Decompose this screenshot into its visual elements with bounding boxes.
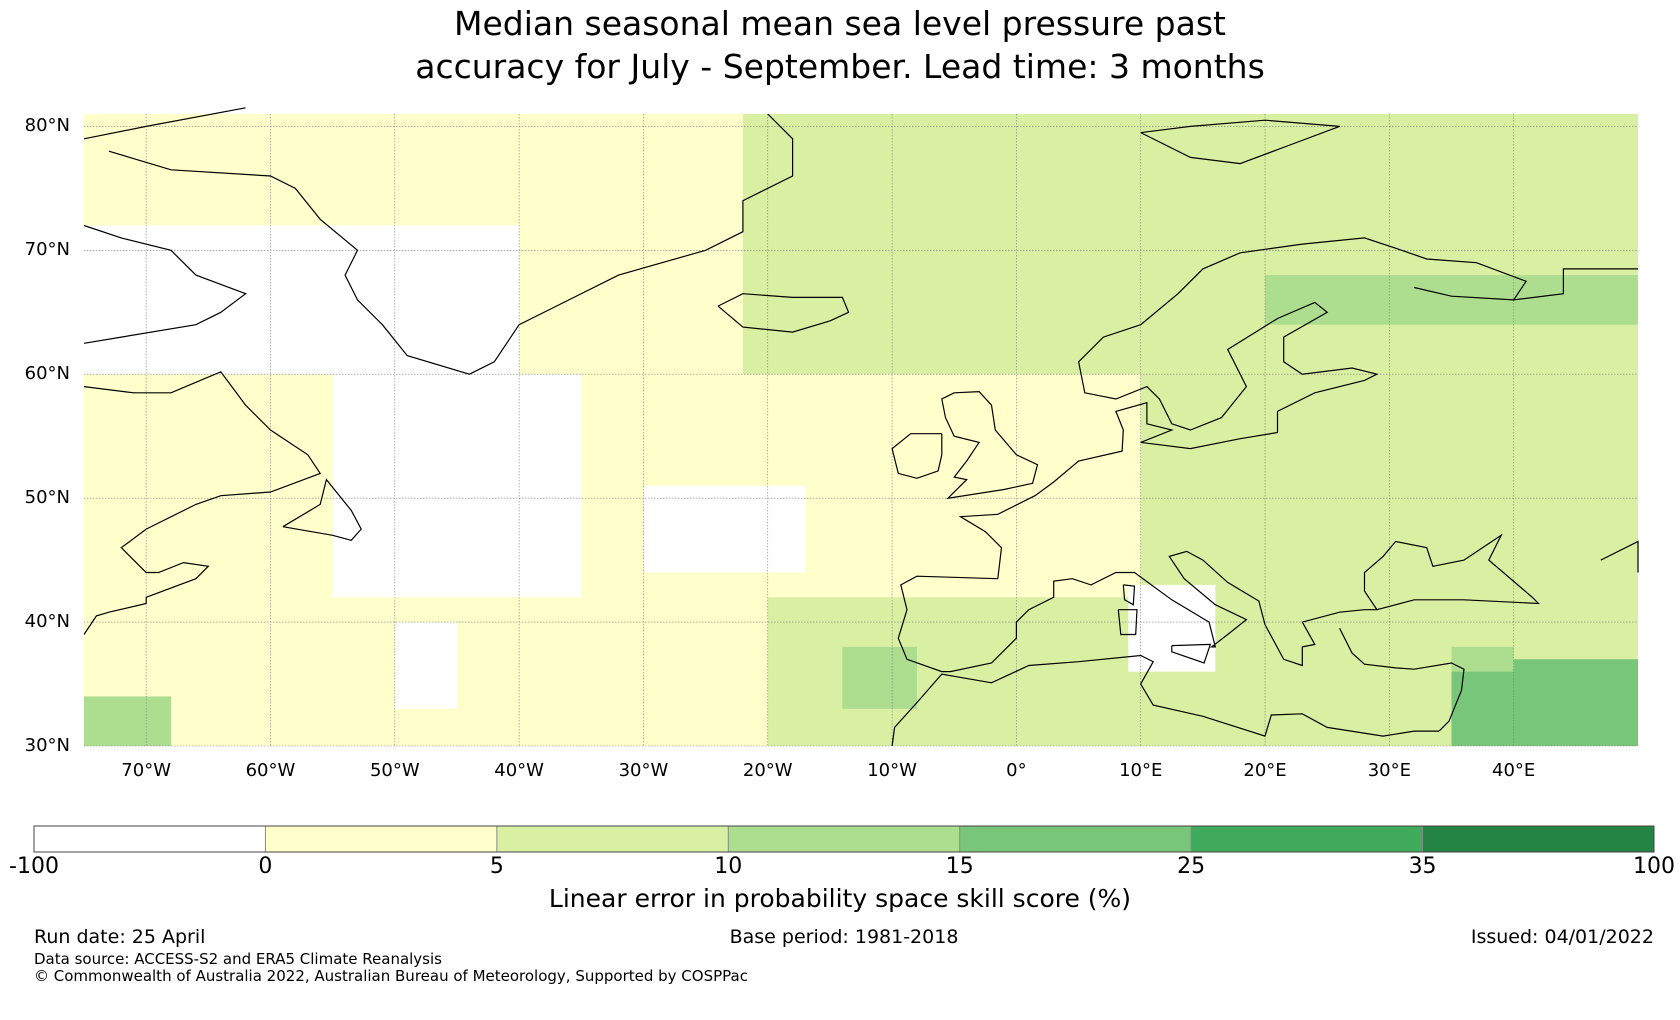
lon-label-1: 60°W (245, 760, 296, 781)
lon-label-11: 40°E (1492, 760, 1536, 781)
sardinia-coast (1117, 609, 1138, 636)
copyright: © Commonwealth of Australia 2022, Austra… (34, 967, 748, 985)
lon-label-8: 10°E (1119, 760, 1163, 781)
skill-region-2 (84, 225, 520, 375)
lon-label-10: 30°E (1367, 760, 1411, 781)
graticule (84, 114, 1638, 747)
data-source: Data source: ACCESS-S2 and ERA5 Climate … (34, 950, 442, 968)
lon-label-3: 40°W (494, 760, 544, 781)
lat-label-4: 40°N (24, 611, 70, 633)
colorbar-tick-3: 10 (714, 854, 743, 879)
lat-label-5: 30°N (24, 735, 70, 756)
lon-label-4: 30°W (618, 760, 669, 781)
colorbar-swatch-6 (1422, 826, 1654, 852)
colorbar (33, 825, 1655, 853)
greenland-coast (108, 113, 794, 375)
ellesmere-coast (83, 107, 246, 140)
skill-region-8 (1128, 584, 1216, 672)
colorbar-swatch-1 (265, 826, 497, 852)
skill-regions (84, 114, 1638, 746)
colorbar-swatch-2 (496, 826, 729, 852)
lon-label-6: 10°W (867, 760, 917, 781)
colorbar-tick-6: 35 (1408, 854, 1437, 879)
coastlines (83, 107, 1639, 747)
colorbar-swatch-5 (1191, 826, 1423, 852)
colorbar-tick-7: 100 (1633, 854, 1675, 879)
colorbar-frame (33, 825, 1655, 853)
lat-label-1: 70°N (24, 239, 70, 261)
lon-label-9: 20°E (1243, 760, 1287, 781)
lon-label-0: 70°W (121, 760, 171, 781)
ireland-coast (891, 433, 943, 479)
lat-label-2: 60°N (24, 363, 70, 385)
lon-label-7: 0° (1006, 760, 1027, 781)
baffin-coast (83, 224, 247, 344)
colorbar-tick-2: 5 (489, 854, 504, 879)
colorbar-label: Linear error in probability space skill … (548, 884, 1132, 913)
newfoundland-coast (282, 478, 362, 541)
map-title: Median seasonal mean sea level pressure … (0, 2, 1680, 88)
skill-region-14 (643, 485, 806, 573)
title-line-2: accuracy for July - September. Lead time… (415, 47, 1265, 86)
skill-region-10 (1451, 659, 1638, 746)
run-date: Run date: 25 April (34, 926, 206, 948)
europe-coast (958, 237, 1638, 579)
colorbar-tick-1: 0 (258, 854, 273, 879)
turkey-south-coast (1339, 628, 1465, 732)
base-period: Base period: 1981-2018 (729, 926, 959, 948)
title-line-1: Median seasonal mean sea level pressure … (454, 4, 1226, 43)
colorbar-tick-4: 15 (945, 854, 974, 879)
sicily-coast (1171, 643, 1212, 664)
corsica-coast (1122, 584, 1136, 606)
colorbar-swatch-3 (728, 826, 960, 852)
lon-label-2: 50°W (369, 760, 420, 781)
kola-coast (1414, 286, 1514, 301)
skill-region-7 (767, 597, 1141, 746)
caspian-coast (1600, 540, 1639, 573)
colorbar-swatch-0 (34, 826, 266, 852)
skill-region-0 (742, 114, 1638, 375)
skill-region-13 (1265, 275, 1638, 325)
skill-region-9 (842, 646, 917, 709)
uk-coast (941, 390, 1039, 500)
colorbar-tick-5: 25 (1177, 854, 1206, 879)
lat-label-3: 50°N (24, 487, 70, 509)
svalbard-coast (1140, 119, 1340, 165)
iberia-coast (897, 533, 1541, 673)
labrador-coast (83, 371, 322, 635)
issued-date: Issued: 04/01/2022 (1470, 926, 1654, 948)
skill-region-15 (394, 622, 457, 709)
africa-coast (891, 654, 1440, 747)
iceland-coast (717, 293, 850, 333)
colorbar-tick-0: -100 (9, 854, 59, 879)
lon-label-5: 20°W (742, 760, 793, 781)
skill-region-3 (332, 374, 582, 598)
skill-region-12 (84, 696, 172, 746)
lat-label-0: 80°N (24, 115, 70, 137)
colorbar-swatch-4 (959, 826, 1192, 852)
